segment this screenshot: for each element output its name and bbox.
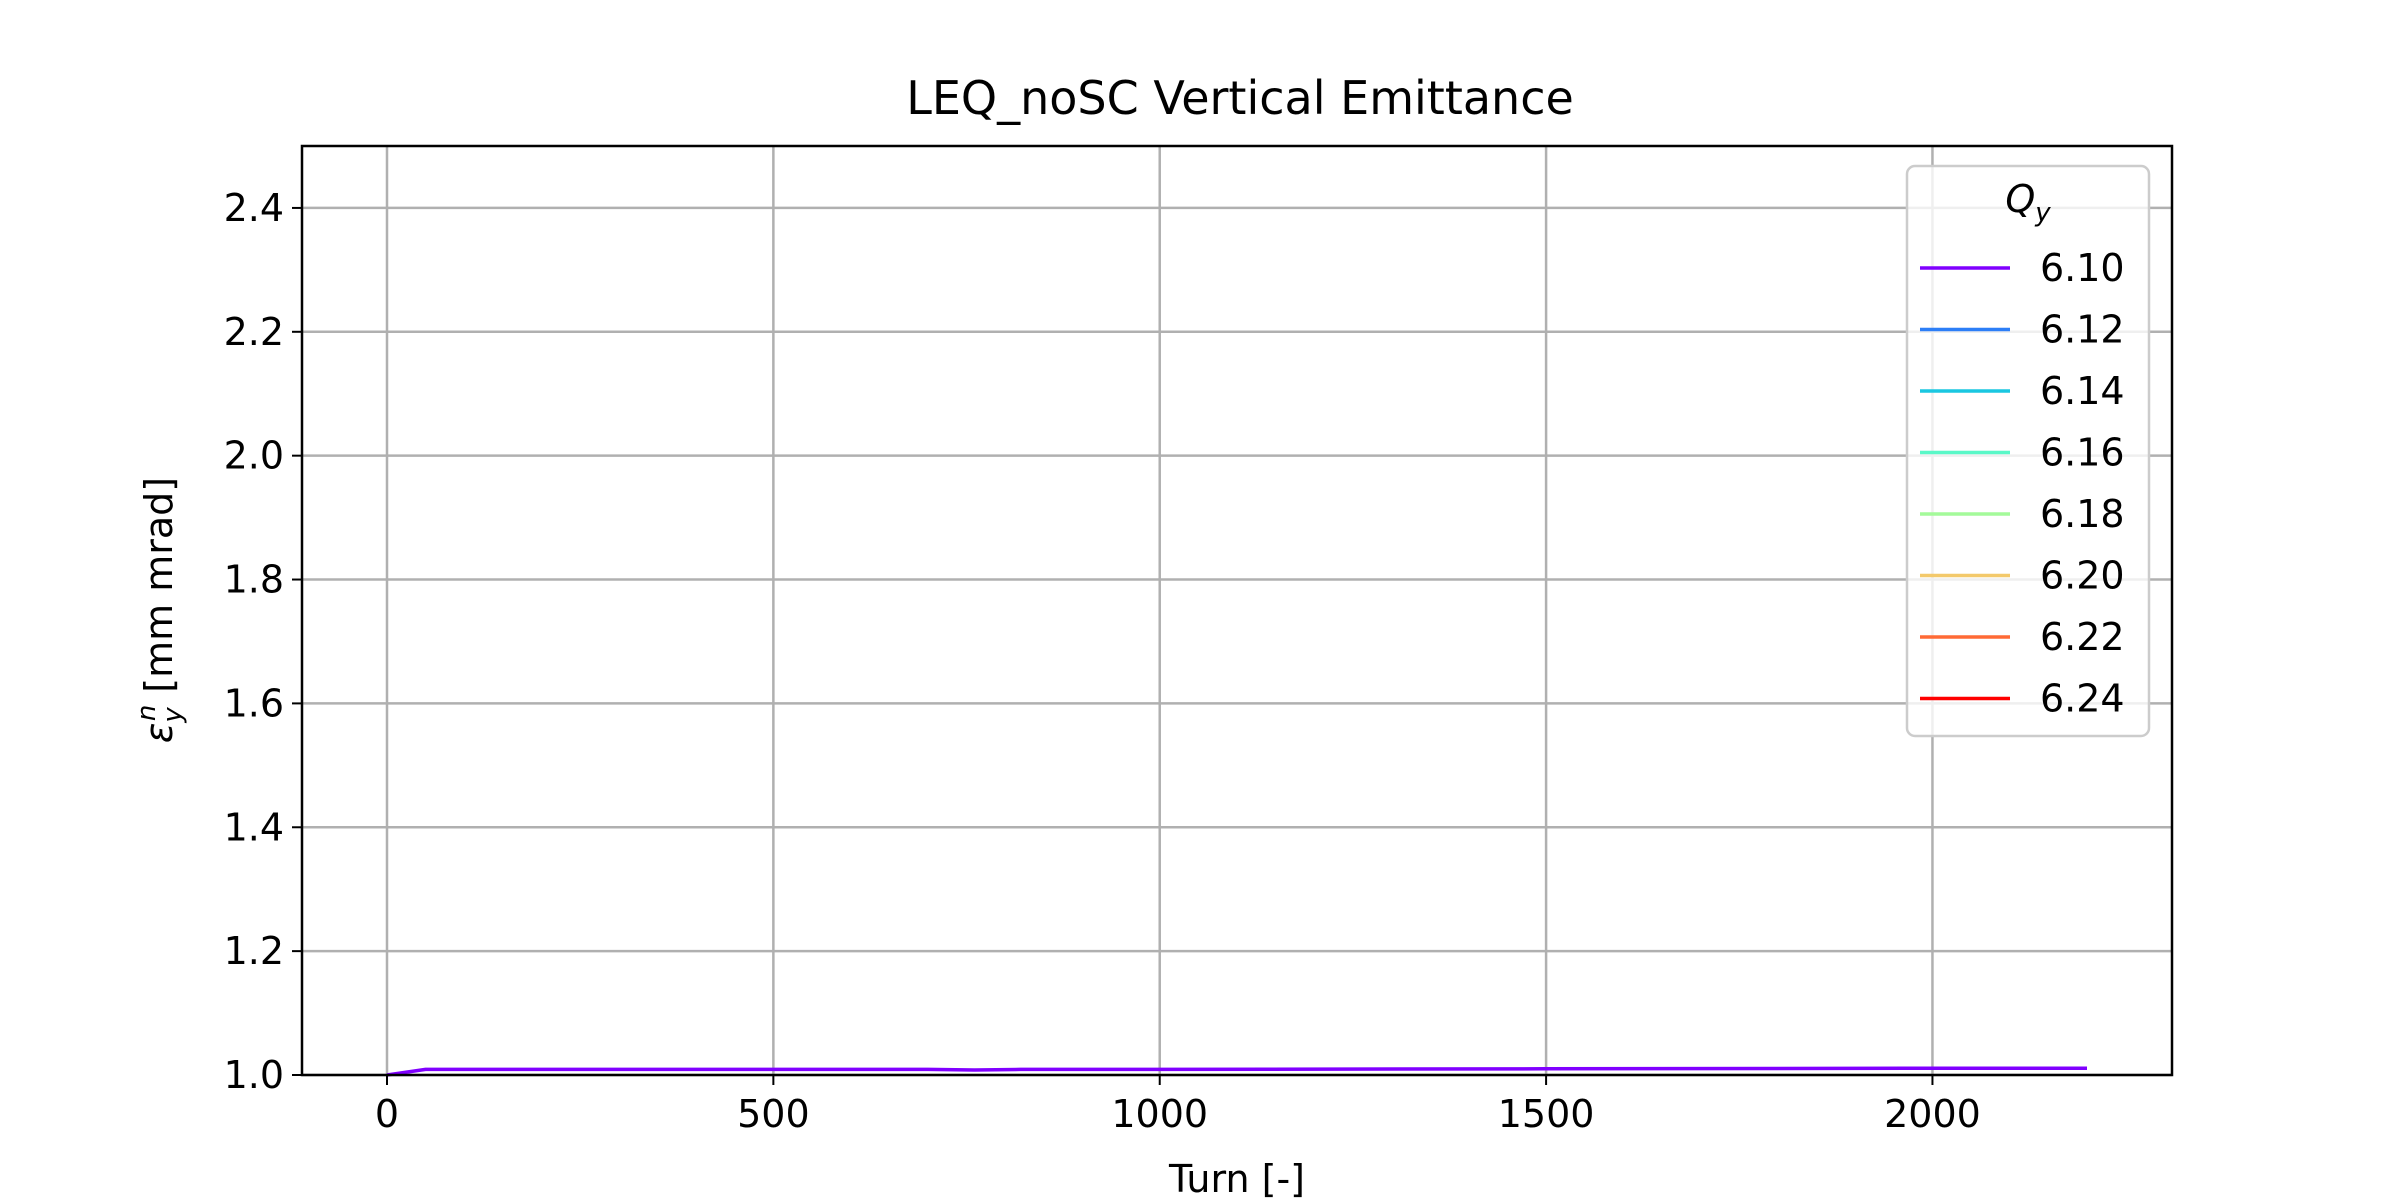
y-axis-label-unit: [mm mrad] [137,477,181,693]
chart-title: LEQ_noSC Vertical Emittance [906,71,1574,125]
legend-entry: 6.20 [1920,554,2125,598]
y-axis-label-subscript: y [158,707,188,724]
legend-entry: 6.14 [1920,369,2125,413]
y-tick-label: 2.4 [224,186,284,230]
x-tick-label: 1500 [1498,1092,1595,1136]
legend-label: 6.14 [2040,369,2125,413]
ticks-layer: 0 500 1000 1500 2000 1.0 1.2 1.4 1.6 1.8 2.0 2.2 2.4 [224,186,1981,1136]
x-tick-label: 0 [375,1092,399,1136]
legend-label: 6.10 [2040,246,2125,290]
x-axis-label: Turn [-] [1168,1157,1305,1200]
y-axis-label-superscript: n [132,705,162,721]
legend-entries: 6.10 6.12 6.14 6.16 6.18 6.20 6.22 6.24 [1920,246,2125,721]
y-tick-label: 1.4 [224,805,284,849]
legend-title: Qy [2005,177,2051,228]
legend-title-symbol: Q [2005,177,2035,221]
y-tick-label: 1.8 [224,558,284,602]
legend: Qy 6.10 6.12 6.14 6.16 6.18 6.20 6.22 6.24 [1905,164,2151,738]
y-axis-label-symbol: ε [137,723,181,744]
y-tick-label: 1.2 [224,929,284,973]
series-line-6.10 [386,1066,2087,1077]
y-tick-label: 1.0 [224,1053,284,1097]
legend-entry: 6.18 [1920,492,2125,536]
y-tick-label: 2.0 [224,434,284,478]
y-tick-label: 1.6 [224,681,284,725]
plot-area-frame [300,144,2174,1077]
legend-label: 6.18 [2040,492,2125,536]
y-axis-label: εyn [mm mrad] [132,477,188,743]
x-tick-label: 2000 [1884,1092,1981,1136]
x-tick-label: 1000 [1111,1092,1208,1136]
legend-entry: 6.16 [1920,431,2125,475]
series-layer [386,1066,2087,1077]
legend-entry: 6.10 [1920,246,2125,290]
legend-label: 6.12 [2040,308,2125,352]
legend-label: 6.24 [2040,677,2125,721]
legend-entry: 6.12 [1920,308,2125,352]
legend-label: 6.16 [2040,431,2125,475]
legend-entry: 6.22 [1920,615,2125,659]
legend-box [1905,164,2151,738]
legend-entry: 6.24 [1920,677,2125,721]
legend-label: 6.20 [2040,554,2125,598]
grid-layer [302,146,2172,1077]
legend-label: 6.22 [2040,615,2125,659]
legend-title-subscript: y [2034,198,2051,228]
y-tick-label: 2.2 [224,310,284,354]
x-tick-label: 500 [737,1092,810,1136]
